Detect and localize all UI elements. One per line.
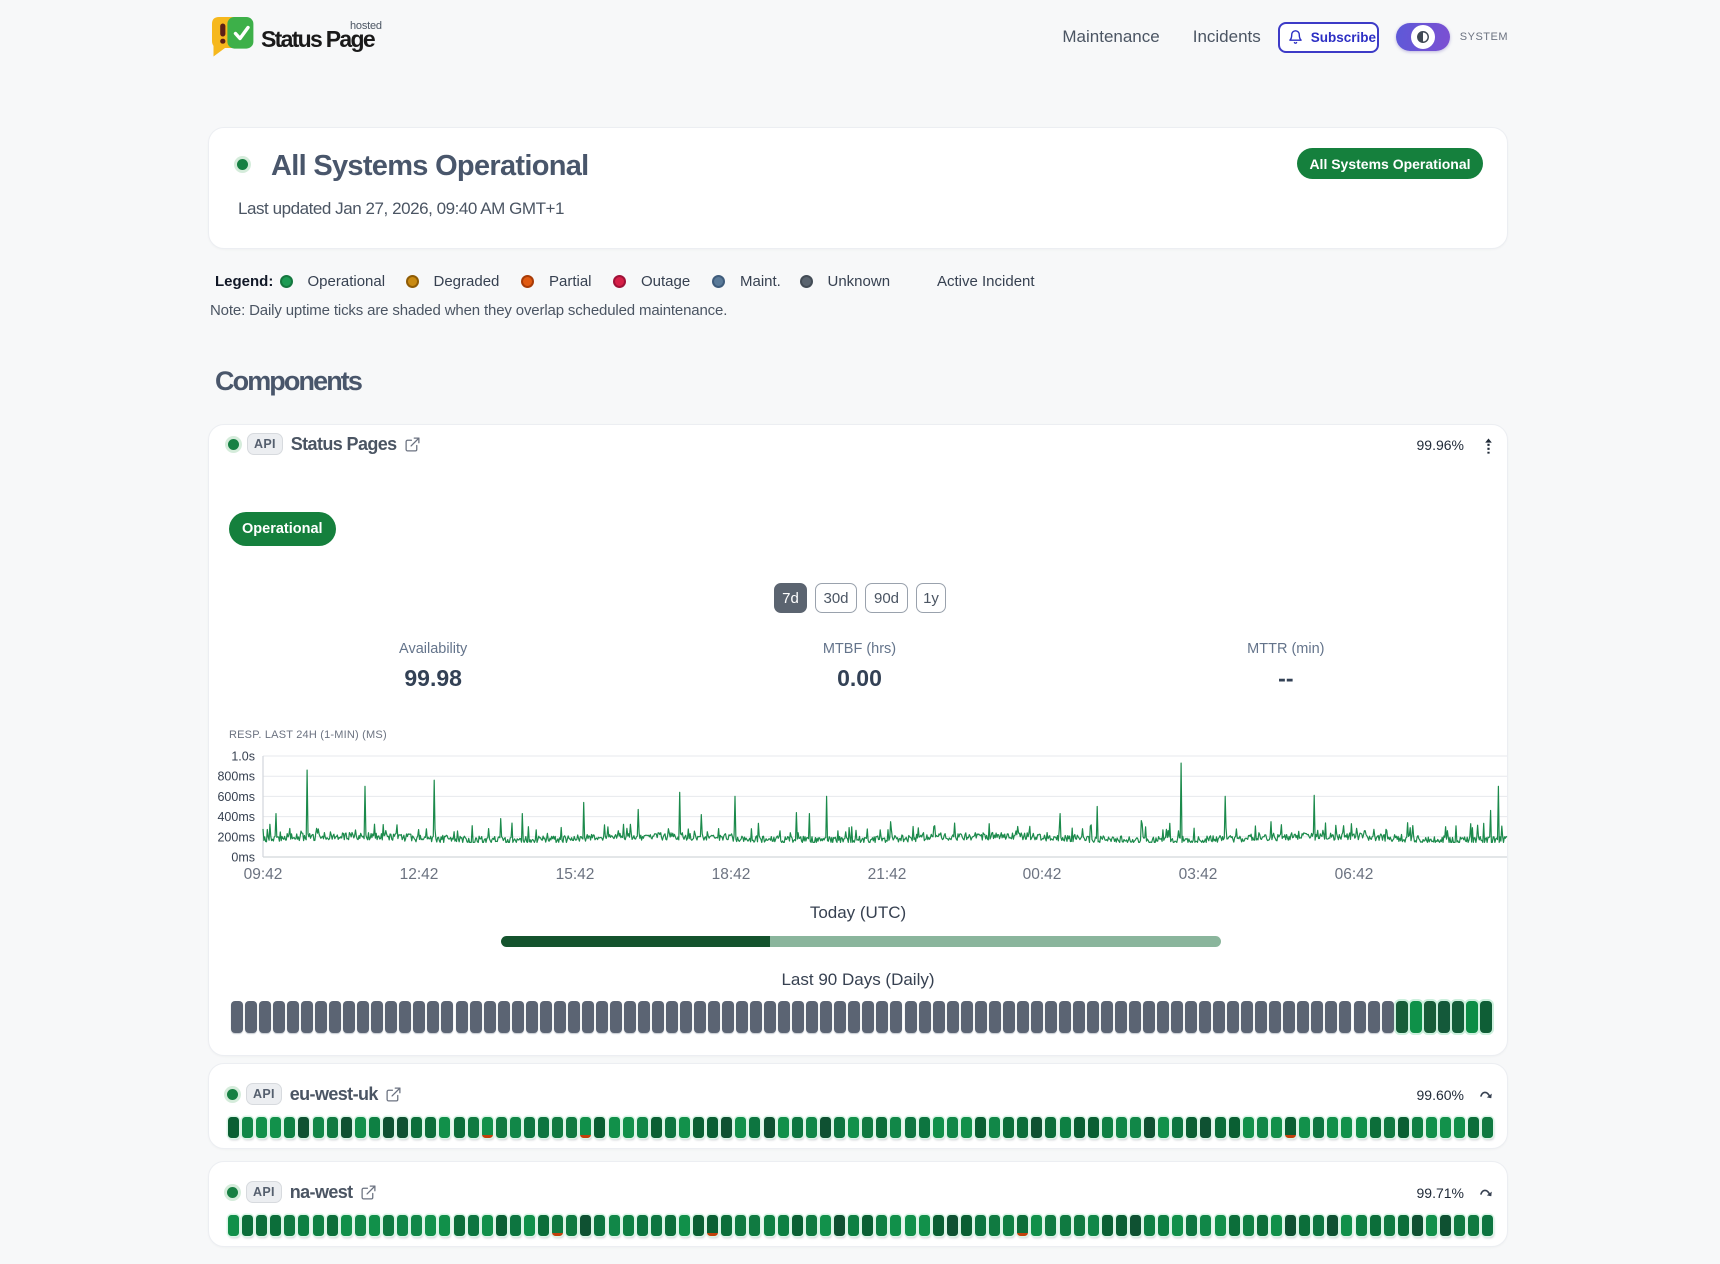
svg-text:800ms: 800ms	[217, 770, 255, 784]
svg-text:15:42: 15:42	[556, 866, 595, 883]
svg-text:00:42: 00:42	[1023, 866, 1062, 883]
svg-text:0ms: 0ms	[231, 851, 255, 865]
svg-text:200ms: 200ms	[217, 830, 255, 844]
svg-text:600ms: 600ms	[217, 790, 255, 804]
svg-text:18:42: 18:42	[712, 866, 751, 883]
svg-text:03:42: 03:42	[1179, 866, 1218, 883]
svg-text:09:42: 09:42	[244, 866, 283, 883]
svg-text:21:42: 21:42	[868, 866, 907, 883]
svg-text:06:42: 06:42	[1335, 866, 1374, 883]
svg-text:400ms: 400ms	[217, 810, 255, 824]
svg-text:1.0s: 1.0s	[231, 750, 255, 764]
svg-text:12:42: 12:42	[400, 866, 439, 883]
